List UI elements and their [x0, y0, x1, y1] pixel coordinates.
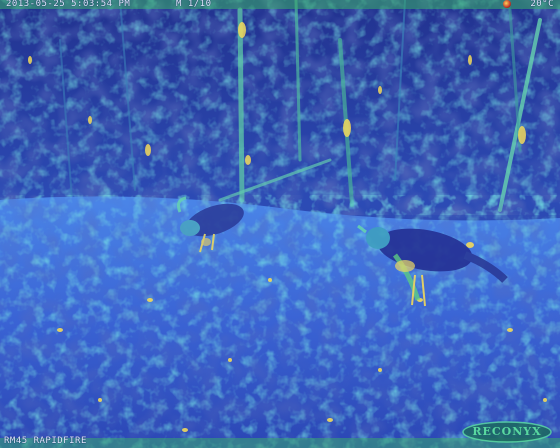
camera-model-label: RM45 RAPIDFIRE [4, 436, 87, 446]
floor-shade [0, 195, 560, 448]
brand-logo-text: RECONYX [472, 425, 542, 438]
forest-leaf-texture [0, 0, 560, 215]
bottom-info-bar [0, 438, 560, 448]
info-bar-bottom: RM45 RAPIDFIRE [0, 437, 560, 446]
thermometer-icon [503, 0, 511, 8]
brand-oval [462, 421, 552, 443]
brand-logo: RECONYX [462, 421, 552, 443]
foliage-highlights [28, 22, 526, 165]
mode-label: M 1/10 [176, 0, 212, 9]
bird-right [357, 224, 508, 307]
top-info-bar [0, 0, 560, 9]
timestamp-label: 2013-05-25 5:03:54 PM [6, 0, 131, 9]
bird-left [177, 196, 244, 253]
temperature-label: 20°C [530, 0, 554, 9]
info-bar-top: 2013-05-25 5:03:54 PM M 1/10 20°C [0, 0, 560, 9]
leaf-litter [57, 242, 547, 432]
